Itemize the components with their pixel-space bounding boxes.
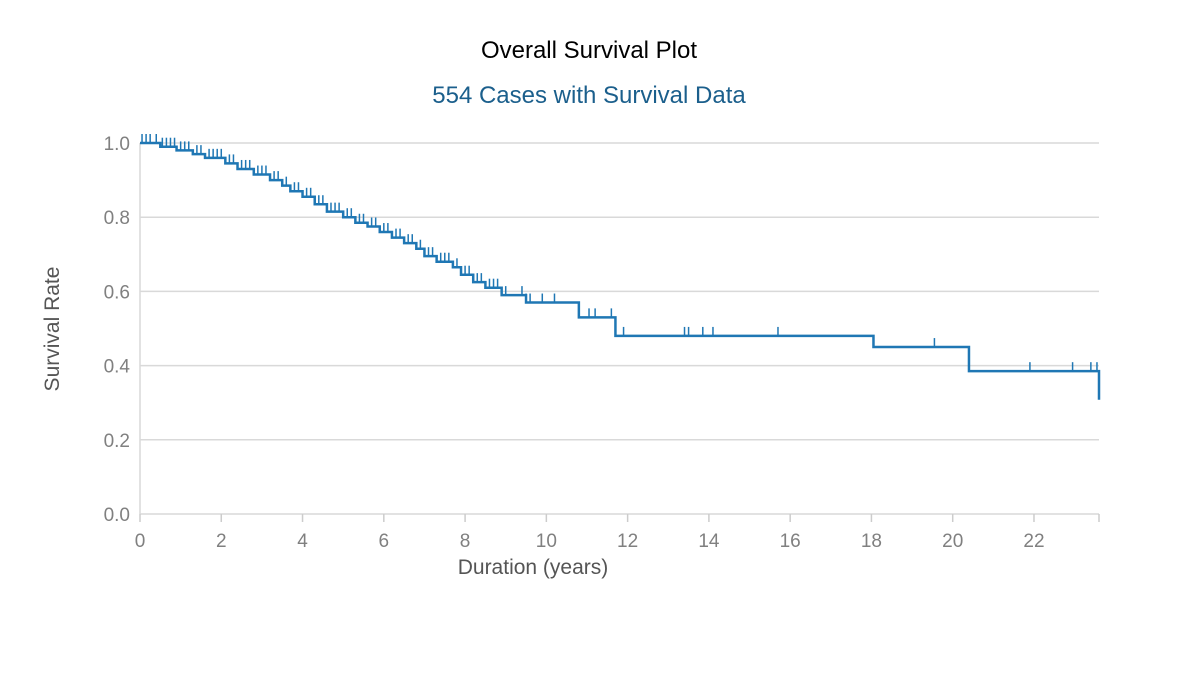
x-tick-label: 0 bbox=[135, 531, 146, 552]
x-tick-label: 18 bbox=[861, 531, 882, 552]
x-tick-label: 22 bbox=[1023, 531, 1044, 552]
y-tick-label: 0.4 bbox=[104, 357, 131, 378]
chart-subtitle: 554 Cases with Survival Data bbox=[432, 82, 746, 109]
y-axis-ticks: 0.0 0.2 0.4 0.6 0.8 1.0 bbox=[104, 134, 131, 526]
y-tick-label: 0.2 bbox=[104, 431, 130, 452]
y-tick-label: 0.0 bbox=[104, 505, 130, 526]
chart-title: Overall Survival Plot bbox=[481, 37, 697, 64]
x-axis-label: Duration (years) bbox=[458, 556, 609, 579]
y-tick-label: 0.8 bbox=[104, 208, 130, 229]
x-tick-label: 16 bbox=[780, 531, 801, 552]
grid-lines bbox=[140, 142, 1099, 441]
censor-marks bbox=[141, 134, 1098, 372]
y-tick-label: 1.0 bbox=[104, 134, 130, 155]
x-axis-ticks: 0 2 4 6 8 10 12 14 16 18 20 22 bbox=[135, 514, 1100, 552]
x-tick-label: 8 bbox=[460, 531, 471, 552]
survival-curve bbox=[140, 141, 1101, 400]
x-tick-label: 10 bbox=[536, 531, 557, 552]
x-tick-label: 20 bbox=[942, 531, 963, 552]
x-tick-label: 12 bbox=[617, 531, 638, 552]
x-tick-label: 2 bbox=[216, 531, 227, 552]
x-tick-label: 14 bbox=[698, 531, 720, 552]
x-tick-label: 4 bbox=[297, 531, 308, 552]
y-axis-label: Survival Rate bbox=[41, 267, 64, 392]
y-tick-label: 0.6 bbox=[104, 282, 130, 303]
x-tick-label: 6 bbox=[379, 531, 390, 552]
axes bbox=[139, 143, 1099, 515]
